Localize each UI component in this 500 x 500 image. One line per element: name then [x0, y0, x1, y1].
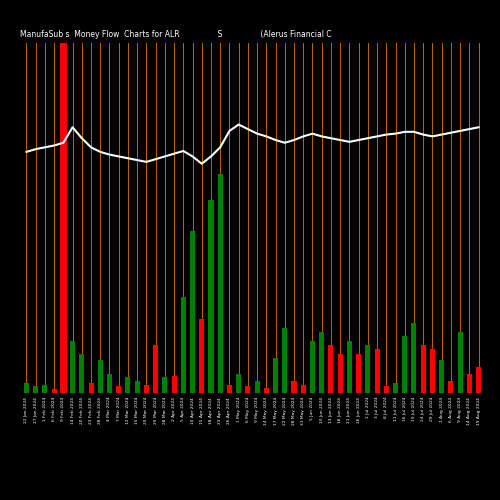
- Bar: [476, 367, 481, 394]
- Bar: [264, 388, 269, 394]
- Bar: [33, 386, 38, 394]
- Bar: [328, 345, 334, 394]
- Bar: [412, 323, 416, 394]
- Bar: [52, 389, 57, 394]
- Bar: [356, 354, 361, 394]
- Bar: [199, 318, 204, 394]
- Bar: [227, 384, 232, 394]
- Bar: [181, 297, 186, 394]
- Bar: [338, 354, 342, 394]
- Bar: [144, 384, 149, 394]
- Bar: [254, 381, 260, 394]
- Bar: [292, 381, 296, 394]
- Bar: [218, 174, 222, 394]
- Bar: [420, 345, 426, 394]
- Bar: [310, 340, 315, 394]
- Bar: [467, 374, 472, 394]
- Bar: [458, 332, 462, 394]
- Bar: [24, 383, 29, 394]
- Bar: [172, 376, 176, 394]
- Bar: [300, 384, 306, 394]
- Bar: [319, 332, 324, 394]
- Bar: [80, 354, 84, 394]
- Bar: [208, 200, 214, 394]
- Bar: [366, 345, 370, 394]
- Bar: [98, 360, 103, 394]
- Bar: [162, 378, 168, 394]
- Bar: [282, 328, 288, 394]
- Bar: [107, 374, 112, 394]
- Bar: [448, 381, 454, 394]
- Text: ManufaSub s  Money Flow  Charts for ALR                S                (Alerus : ManufaSub s Money Flow Charts for ALR S …: [20, 30, 332, 39]
- Bar: [374, 350, 380, 394]
- Bar: [190, 231, 195, 394]
- Bar: [430, 350, 435, 394]
- Bar: [246, 386, 250, 394]
- Bar: [236, 374, 241, 394]
- Bar: [88, 383, 94, 394]
- Bar: [134, 381, 140, 394]
- Bar: [273, 358, 278, 394]
- Bar: [126, 378, 130, 394]
- Bar: [393, 383, 398, 394]
- Bar: [384, 386, 389, 394]
- Bar: [42, 384, 48, 394]
- Bar: [153, 345, 158, 394]
- Bar: [402, 336, 407, 394]
- Bar: [70, 340, 75, 394]
- Bar: [61, 86, 66, 394]
- Bar: [439, 360, 444, 394]
- Bar: [116, 386, 121, 394]
- Bar: [347, 340, 352, 394]
